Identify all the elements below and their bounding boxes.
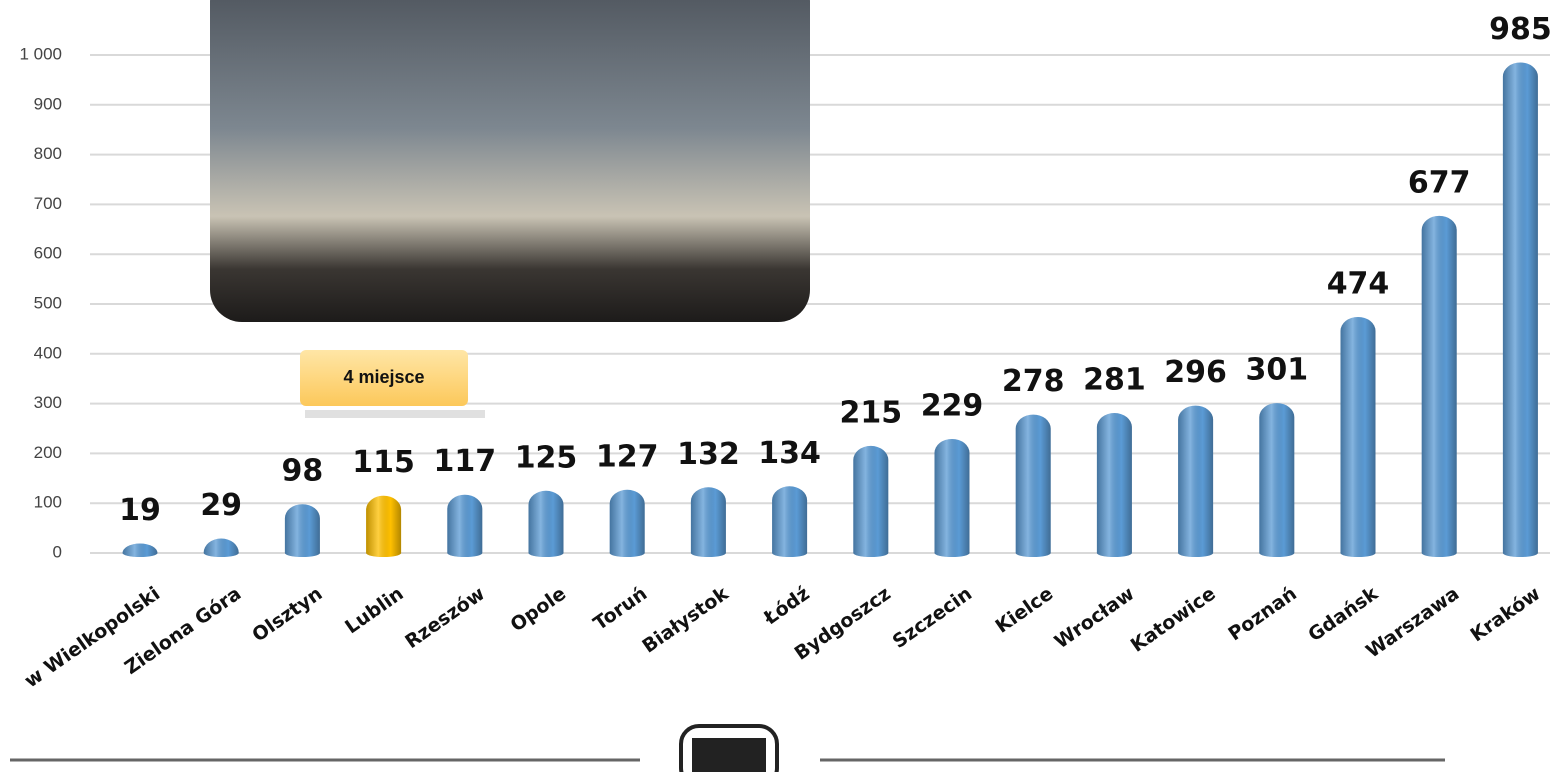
annotation: 4 miejsce [343, 367, 424, 387]
value-label: 301 [1245, 353, 1308, 388]
value-label: 98 [282, 454, 324, 489]
x-tick-label: Toruń [590, 583, 652, 635]
x-tick-label: Poznań [1224, 583, 1300, 646]
bar-shade [1341, 317, 1376, 557]
bar-shade [1422, 216, 1457, 557]
value-label: 29 [200, 488, 242, 523]
bar-shade [529, 491, 564, 557]
y-tick-label: 700 [34, 194, 62, 213]
value-label: 19 [119, 493, 161, 528]
bar-shade [610, 490, 645, 557]
x-tick-label: Kielce [992, 583, 1058, 638]
bar-shade [1178, 406, 1213, 557]
bar-shade [1097, 413, 1132, 557]
value-label: 125 [515, 440, 578, 475]
bar-shade [691, 487, 726, 557]
bar-shade [1259, 403, 1294, 557]
y-tick-label: 300 [34, 393, 62, 412]
bar-shade [1016, 415, 1051, 557]
value-label: 127 [596, 439, 659, 474]
bar-shade [853, 446, 888, 557]
x-tick-label: w Wielkopolski [20, 583, 164, 693]
x-tick-label: Opole [506, 583, 570, 637]
y-tick-label: 800 [34, 144, 62, 163]
value-label: 117 [433, 444, 496, 479]
page: 0 100 200 300 400 500 600 700 800 900 1 000 4 miej… [0, 0, 1564, 772]
x-tick-label: Szczecin [889, 583, 976, 653]
x-tick-label: Łódź [759, 583, 813, 630]
bar-shade [366, 496, 401, 557]
y-tick-label: 0 [53, 542, 62, 561]
value-label: 474 [1327, 266, 1390, 301]
value-label: 134 [758, 436, 821, 471]
y-tick-label: 900 [34, 94, 62, 113]
y-tick-label: 100 [34, 493, 62, 512]
x-tick-label: Kraków [1467, 583, 1545, 647]
value-label: 229 [921, 388, 984, 423]
bar-shade [204, 539, 239, 557]
x-tick-label: Rzeszów [401, 583, 489, 654]
y-tick-label: 600 [34, 244, 62, 263]
x-tick-label: Białystok [638, 582, 732, 657]
y-tick-label: 400 [34, 343, 62, 362]
bar-shade [285, 504, 320, 557]
x-tick-label: Wrocław [1051, 583, 1139, 654]
chart: 0 100 200 300 400 500 600 700 800 900 1 000 4 miej… [0, 0, 1564, 772]
x-tick-label: Olsztyn [248, 583, 326, 647]
value-label: 281 [1083, 363, 1146, 398]
annotation-shadow [305, 410, 485, 418]
logo-mark [692, 738, 766, 772]
x-tick-label: Lublin [341, 583, 408, 639]
value-label: 296 [1164, 355, 1227, 390]
bar-shade [1503, 62, 1538, 557]
photo [210, 0, 810, 322]
bar-shade [447, 495, 482, 557]
x-tick-label: Gdańsk [1304, 582, 1382, 646]
value-label: 985 [1489, 12, 1552, 47]
bar-shade [772, 486, 807, 557]
value-label: 677 [1408, 165, 1471, 200]
value-label: 278 [1002, 364, 1065, 399]
bar-shade [123, 544, 158, 557]
bar-shade [935, 439, 970, 557]
value-label: 215 [839, 395, 902, 430]
y-tick-label: 200 [34, 443, 62, 462]
value-label: 132 [677, 437, 740, 472]
y-tick-label: 1 000 [19, 44, 62, 63]
y-tick-label: 500 [34, 293, 62, 312]
value-label: 115 [352, 445, 415, 480]
x-tick-label: Katowice [1127, 583, 1220, 657]
